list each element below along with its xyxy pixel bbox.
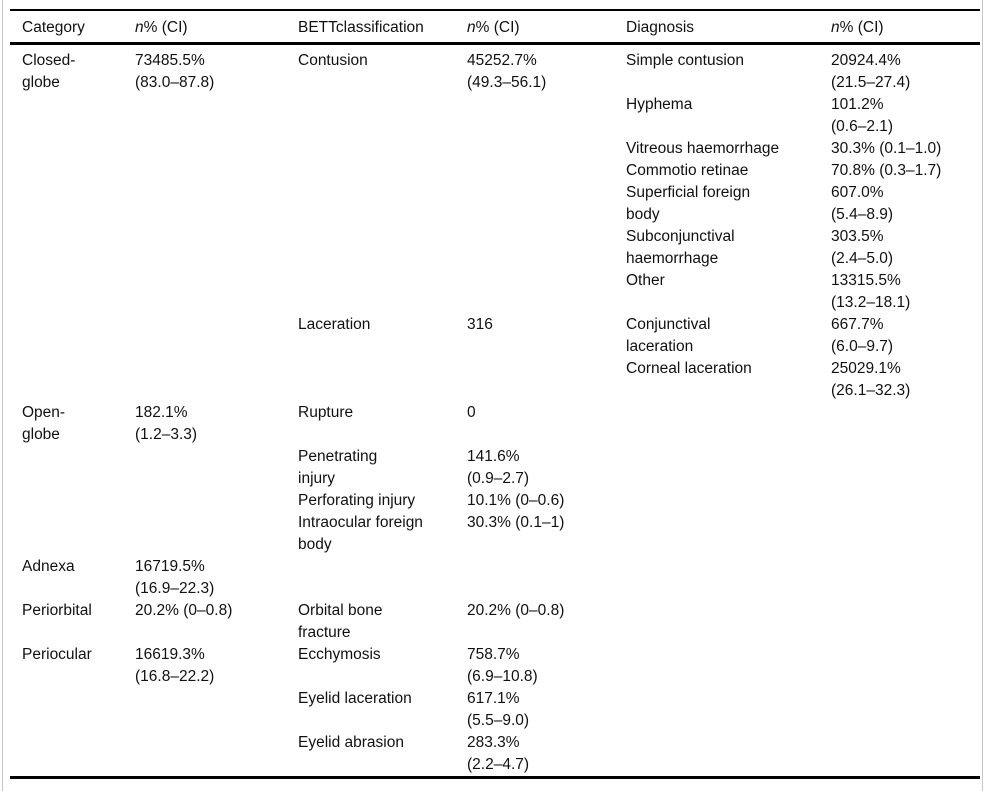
category-cell: Adnexa [22,558,75,575]
header-row: Category n% (CI) BETTclassification n% (… [10,9,980,45]
category-cell: Closed- globe [22,52,76,91]
bett-n-cell: 30.3% (0.1–1) [467,514,565,531]
table-row: Subconjunctival haemorrhage 303.5% (2.4–… [10,226,980,270]
diagnosis-n-cell: 667.7% (6.0–9.7) [831,316,894,355]
bett-n-cell: 758.7% (6.9–10.8) [467,646,538,685]
category-n-cell: 20.2% (0–0.8) [135,602,233,619]
category-n-cell: 16619.3% (16.8–22.2) [135,646,215,685]
bett-n-cell: 283.3% (2.2–4.7) [467,734,530,773]
bett-cell: Laceration [298,316,371,333]
diagnosis-cell: Simple contusion [626,52,745,69]
diagnosis-cell-empty [614,446,819,490]
diagnosis-n-cell: 20924.4% (21.5–27.4) [831,52,911,91]
diagnosis-cell: Corneal laceration [626,360,752,377]
bett-cell-empty [286,556,455,600]
bett-cell: Orbital bone fracture [298,602,383,641]
diagnosis-n-cell-empty [819,688,980,732]
diagnosis-n-cell-empty [819,732,980,776]
bett-cell: Rupture [298,404,354,421]
diagnosis-cell-empty [614,644,819,688]
diagnosis-cell: Superficial foreign body [626,184,751,223]
diagnosis-cell-empty [614,556,819,600]
injury-classification-table: Category n% (CI) BETTclassification n% (… [10,9,980,776]
diagnosis-cell: Conjunctival laceration [626,316,711,355]
col-header-category: Category [10,9,123,45]
diagnosis-cell-empty [614,402,819,446]
table-row: Corneal laceration 25029.1% (26.1–32.3) [10,358,980,402]
diagnosis-n-cell: 13315.5% (13.2–18.1) [831,272,911,311]
bett-n-cell: 617.1% (5.5–9.0) [467,690,530,729]
diagnosis-n-cell: 30.3% (0.1–1.0) [831,140,942,157]
diagnosis-cell: Hyphema [626,96,693,113]
diagnosis-cell-empty [614,688,819,732]
diagnosis-n-cell-empty [819,644,980,688]
col-header-diagnosis: Diagnosis [614,9,819,45]
diagnosis-n-cell: 101.2% (0.6–2.1) [831,96,894,135]
table-row: Open- globe 182.1% (1.2–3.3) Rupture 0 [10,402,980,446]
diagnosis-n-cell-empty [819,556,980,600]
diagnosis-n-cell-empty [819,402,980,446]
table-row: Perforating injury 10.1% (0–0.6) [10,490,980,512]
diagnosis-cell: Commotio retinae [626,162,749,179]
table-row: Periorbital 20.2% (0–0.8) Orbital bone f… [10,600,980,644]
diagnosis-n-cell-empty [819,490,980,512]
bett-cell: Eyelid abrasion [298,734,404,751]
col-header-diagnosis-n-ci: n% (CI) [819,9,980,45]
table-row: Hyphema 101.2% (0.6–2.1) [10,94,980,138]
col-header-category-n-ci: n% (CI) [123,9,286,45]
col-header-bett-classification: BETTclassification [286,9,455,45]
bett-n-cell: 10.1% (0–0.6) [467,492,565,509]
diagnosis-cell-empty [614,490,819,512]
bett-n-cell: 45252.7% (49.3–56.1) [467,52,547,91]
diagnosis-cell: Subconjunctival haemorrhage [626,228,735,267]
table-row: Superficial foreign body 607.0% (5.4–8.9… [10,182,980,226]
table-row: Adnexa 16719.5% (16.9–22.3) [10,556,980,600]
diagnosis-n-cell: 303.5% (2.4–5.0) [831,228,894,267]
diagnosis-n-cell-empty [819,600,980,644]
table-row: Laceration 316 Conjunctival laceration 6… [10,314,980,358]
diagnosis-cell-empty [614,512,819,556]
table-row: Closed- globe 73485.5% (83.0–87.8) Contu… [10,44,980,95]
diagnosis-cell: Other [626,272,665,289]
table-row: Penetrating injury 141.6% (0.9–2.7) [10,446,980,490]
bett-n-cell: 20.2% (0–0.8) [467,602,565,619]
bett-n-cell: 0 [467,404,476,421]
diagnosis-n-cell: 25029.1% (26.1–32.3) [831,360,911,399]
table-row: Other 13315.5% (13.2–18.1) [10,270,980,314]
bett-n-cell: 316 [467,316,493,333]
table-row: Eyelid laceration 617.1% (5.5–9.0) [10,688,980,732]
table-row: Eyelid abrasion 283.3% (2.2–4.7) [10,732,980,776]
category-cell: Periorbital [22,602,92,619]
diagnosis-n-cell-empty [819,446,980,490]
bett-cell: Perforating injury [298,492,416,509]
col-header-bett-n-ci: n% (CI) [455,9,614,45]
diagnosis-n-cell: 607.0% (5.4–8.9) [831,184,894,223]
bett-cell: Ecchymosis [298,646,381,663]
bett-cell: Contusion [298,52,368,69]
diagnosis-n-cell: 70.8% (0.3–1.7) [831,162,942,179]
category-cell: Periocular [22,646,92,663]
diagnosis-cell-empty [614,600,819,644]
category-cell: Open- globe [22,404,66,443]
table-row: Periocular 16619.3% (16.8–22.2) Ecchymos… [10,644,980,688]
bett-cell: Eyelid laceration [298,690,412,707]
category-n-cell: 73485.5% (83.0–87.8) [135,52,215,91]
bett-cell: Intraocular foreign body [298,514,423,553]
table-row: Commotio retinae 70.8% (0.3–1.7) [10,160,980,182]
category-n-cell: 16719.5% (16.9–22.3) [135,558,215,597]
table-row: Intraocular foreign body 30.3% (0.1–1) [10,512,980,556]
diagnosis-cell: Vitreous haemorrhage [626,140,780,157]
diagnosis-n-cell-empty [819,512,980,556]
diagnosis-cell-empty [614,732,819,776]
category-n-cell: 182.1% (1.2–3.3) [135,404,198,443]
bett-cell: Penetrating injury [298,448,378,487]
bett-n-cell: 141.6% (0.9–2.7) [467,448,530,487]
table-row: Vitreous haemorrhage 30.3% (0.1–1.0) [10,138,980,160]
bett-n-cell-empty [455,556,614,600]
table-container: Category n% (CI) BETTclassification n% (… [10,9,980,779]
